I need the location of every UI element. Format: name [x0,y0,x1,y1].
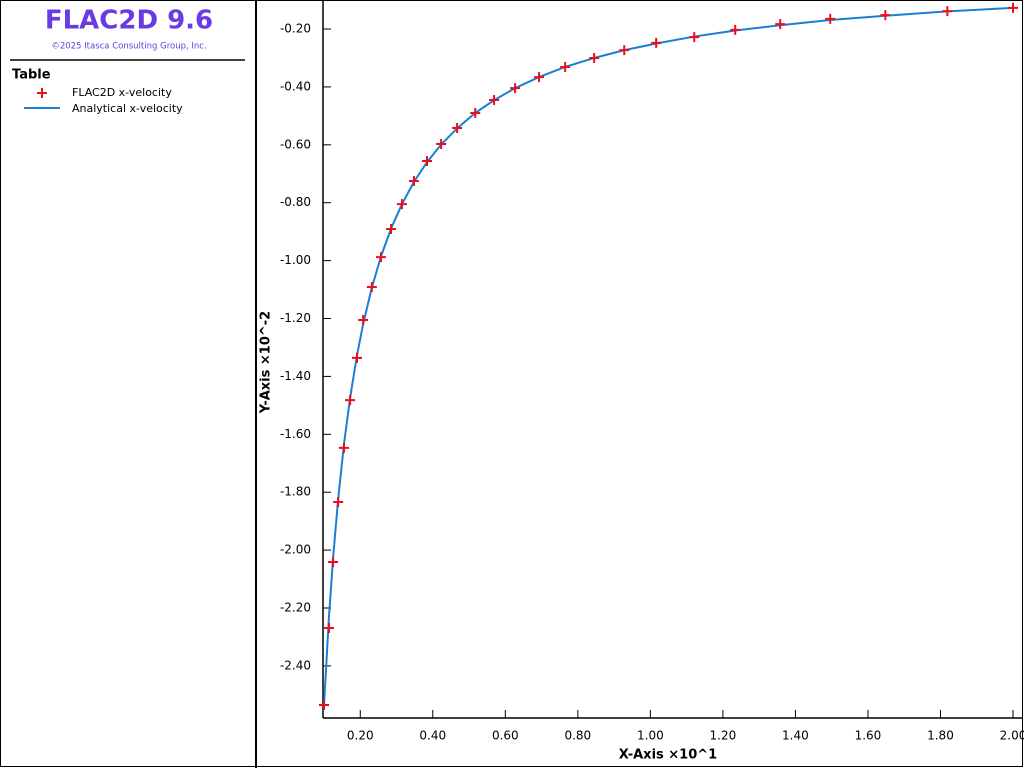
point [825,13,836,24]
y-tick-label: -0.40 [280,79,311,93]
point [351,352,362,363]
x-tick-label: 1.00 [637,729,664,743]
point [619,45,630,56]
point [589,52,600,63]
point [338,442,349,453]
y-tick-label: -2.00 [280,543,311,557]
y-tick-label: -1.00 [280,253,311,267]
y-tick-label: -1.40 [280,369,311,383]
point [333,497,344,508]
legend-title: Table [12,68,51,83]
y-tick-label: -2.20 [280,600,311,614]
point [942,6,953,17]
x-tick-label: 0.40 [419,729,446,743]
point [534,72,545,83]
point [358,314,369,325]
x-tick-label: 2.00 [1000,729,1024,743]
point [510,83,521,94]
legend-label: Analytical x-velocity [72,102,183,115]
point [651,37,662,48]
point [421,156,432,167]
point [775,19,786,30]
y-tick-label: -2.40 [280,658,311,672]
point [1008,2,1018,13]
point [452,123,463,134]
x-tick-label: 0.20 [347,729,374,743]
point [730,24,741,35]
y-tick-label: -0.20 [280,22,311,36]
y-tick-label: -0.60 [280,137,311,151]
point [880,10,891,21]
legend-marker [37,88,47,98]
point [328,556,339,567]
point [408,176,419,187]
y-axis-label: Y-Axis ×10^-2 [259,311,274,414]
x-tick-label: 0.80 [564,729,591,743]
x-tick-label: 1.20 [710,729,737,743]
y-tick-label: -0.80 [280,195,311,209]
point [489,94,500,105]
point [560,61,571,72]
app-title: FLAC2D 9.6 [45,6,213,36]
point [345,395,356,406]
x-tick-label: 1.80 [927,729,954,743]
point [375,252,386,263]
point [319,699,329,710]
y-tick-label: -1.20 [280,311,311,325]
point [386,224,397,235]
point [470,107,481,118]
x-tick-label: 1.60 [855,729,882,743]
y-tick-label: -1.80 [280,485,311,499]
copyright: ©2025 Itasca Consulting Group, Inc. [51,42,206,52]
legend-label: FLAC2D x-velocity [72,86,172,99]
point [436,138,447,149]
y-tick-label: -1.60 [280,427,311,441]
point [366,281,377,292]
point [324,622,335,633]
point [689,32,700,43]
x-axis-label: X-Axis ×10^1 [619,748,717,763]
point [396,199,407,210]
x-tick-label: 0.60 [492,729,519,743]
x-tick-label: 1.40 [782,729,809,743]
